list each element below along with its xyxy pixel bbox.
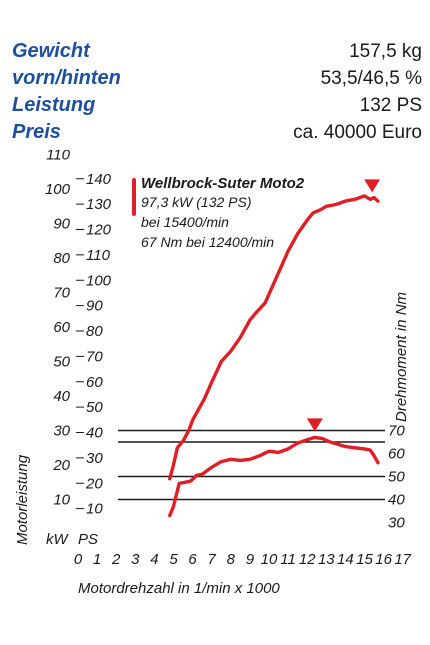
- ps-tick-label: 90: [86, 298, 103, 315]
- spec-label: Preis: [12, 121, 61, 143]
- x-axis-label: Motordrehzahl in 1/min x 1000: [78, 580, 280, 597]
- torque-peak-marker: [306, 418, 323, 432]
- legend-title: Wellbrock-Suter Moto2: [141, 175, 305, 192]
- kw-tick-label: 50: [53, 354, 70, 371]
- kw-tick-label: 60: [53, 319, 70, 336]
- ps-tick-label: 100: [86, 272, 112, 289]
- nm-tick-label: 30: [388, 515, 405, 532]
- spec-value: 53,5/46,5 %: [320, 68, 422, 89]
- x-tick-label: 16: [375, 551, 392, 568]
- ps-tick-label: 70: [86, 348, 103, 365]
- y-axis-label-left: Motorleistung: [14, 454, 31, 545]
- x-tick-label: 12: [299, 551, 316, 568]
- power-curve: [168, 194, 380, 481]
- spec-row-power: Leistung 132 PS: [12, 94, 422, 121]
- legend: Wellbrock-Suter Moto2 97,3 kW (132 PS) b…: [132, 175, 305, 250]
- x-tick-label: 7: [208, 551, 217, 568]
- y-axis-label-right: Drehmoment in Nm: [393, 292, 410, 422]
- spec-row-price: Preis ca. 40000 Euro: [12, 121, 422, 148]
- kw-tick-label: 40: [53, 388, 70, 405]
- legend-line-power: 97,3 kW (132 PS): [141, 194, 252, 210]
- ps-tick-label: 60: [86, 374, 103, 391]
- x-tick-label: 8: [227, 551, 236, 568]
- x-tick-label: 4: [150, 551, 158, 568]
- unit-kw-label: kW: [46, 531, 70, 548]
- ps-tick-label: 140: [86, 171, 112, 188]
- nm-tick-label: 50: [388, 469, 405, 486]
- x-tick-label: 11: [280, 551, 296, 568]
- kw-tick-label: 70: [53, 285, 70, 302]
- chart-marks: [168, 179, 381, 518]
- x-tick-label: 5: [169, 551, 178, 568]
- kw-tick-label: 20: [52, 457, 70, 474]
- spec-value: 132 PS: [359, 95, 422, 116]
- ps-tick-label: 110: [86, 247, 111, 264]
- spec-label: Leistung: [12, 94, 96, 116]
- nm-tick-label: 60: [388, 446, 405, 463]
- spec-row-distribution: vorn/hinten 53,5/46,5 %: [12, 67, 422, 94]
- kw-tick-label: 80: [53, 250, 70, 267]
- legend-line-torque: 67 Nm bei 12400/min: [141, 234, 274, 250]
- x-tick-label: 6: [188, 551, 197, 568]
- ps-tick-label: 130: [86, 196, 112, 213]
- ps-tick-label: 20: [85, 475, 103, 492]
- nm-tick-label: 40: [388, 492, 405, 509]
- tick-labels: 0 1 2 3 4 5 6 7 8 9 10 11 12 13 14 15 16 1711010090807060…: [45, 150, 412, 568]
- x-tick-label: 3: [131, 551, 140, 568]
- spec-value: ca. 40000 Euro: [293, 122, 422, 143]
- kw-tick-label: 30: [53, 423, 70, 440]
- ps-tick-label: 120: [86, 222, 112, 239]
- x-tick-label: 13: [318, 551, 335, 568]
- ps-tick-label: 50: [86, 399, 103, 416]
- gridlines: [118, 429, 385, 501]
- kw-tick-label: 110: [46, 150, 71, 164]
- x-tick-label: 10: [261, 551, 278, 568]
- x-tick-label: 14: [337, 551, 354, 568]
- kw-tick-label: 100: [45, 181, 71, 198]
- spec-label: vorn/hinten: [12, 67, 121, 89]
- x-tick-label: 9: [246, 551, 255, 568]
- x-tick-label: 0: [74, 551, 83, 568]
- ps-tick-label: 80: [86, 323, 103, 340]
- spec-table: Gewicht 157,5 kg vorn/hinten 53,5/46,5 %…: [12, 40, 422, 148]
- nm-tick-label: 70: [388, 423, 405, 440]
- kw-tick-label: 10: [53, 492, 70, 509]
- x-tick-label: 15: [356, 551, 373, 568]
- spec-value: 157,5 kg: [349, 41, 422, 62]
- unit-ps-label: PS: [78, 531, 98, 548]
- x-tick-label: 1: [93, 551, 101, 568]
- legend-line-rpm: bei 15400/min: [141, 214, 229, 230]
- power-peak-marker: [364, 179, 381, 193]
- x-tick-label: 17: [394, 551, 411, 568]
- spec-row-weight: Gewicht 157,5 kg: [12, 40, 422, 67]
- torque-curve: [168, 435, 380, 518]
- spec-label: Gewicht: [12, 40, 90, 62]
- ps-tick-label: 30: [86, 450, 103, 467]
- ps-tick-label: 10: [86, 501, 103, 518]
- kw-tick-label: 90: [53, 216, 70, 233]
- power-torque-chart: 0 1 2 3 4 5 6 7 8 9 10 11 12 13 14 15 16 1711010090807060…: [14, 150, 412, 597]
- x-tick-label: 2: [111, 551, 121, 568]
- ps-tick-label: 40: [86, 425, 103, 442]
